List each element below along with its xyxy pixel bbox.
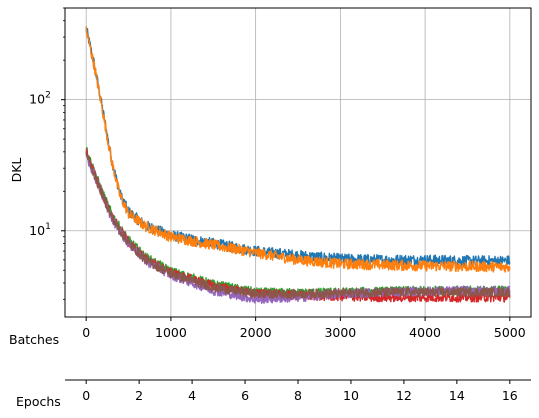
- x-tick-label: 3000: [324, 325, 356, 340]
- x-tick-label: 2000: [240, 325, 272, 340]
- y-tick-label: 102: [29, 91, 51, 107]
- plot-frame: [64, 7, 532, 318]
- epoch-tick-label: 4: [188, 388, 196, 403]
- x-axis-epochs: 0 2 4 6 8 10 12 14 16: [65, 379, 531, 403]
- x-tick-label: 1000: [155, 325, 187, 340]
- series-line: [85, 26, 511, 273]
- x-axis-batches: 0 1000 2000 3000 4000 5000: [82, 317, 526, 340]
- series-line: [85, 151, 511, 300]
- batches-axis-label: Batches: [9, 332, 59, 347]
- y-axis-label: DKL: [9, 158, 24, 183]
- epoch-tick-label: 6: [241, 388, 249, 403]
- epoch-tick-label: 14: [449, 388, 465, 403]
- epoch-tick-label: 2: [135, 388, 143, 403]
- epoch-tick-label: 10: [343, 388, 359, 403]
- epoch-tick-label: 0: [82, 388, 90, 403]
- grid-lines: [65, 8, 531, 317]
- epochs-axis-label: Epochs: [16, 394, 61, 409]
- series-line: [85, 26, 511, 267]
- y-tick-label: 101: [29, 222, 51, 238]
- epoch-tick-label: 12: [396, 388, 412, 403]
- y-axis: 101 102: [29, 7, 65, 300]
- x-tick-label: 5000: [494, 325, 526, 340]
- x-tick-label: 4000: [409, 325, 441, 340]
- x-tick-label: 0: [82, 325, 90, 340]
- series-line: [85, 147, 511, 298]
- series-lines: [85, 26, 511, 305]
- epoch-tick-label: 16: [502, 388, 518, 403]
- epoch-tick-label: 8: [294, 388, 302, 403]
